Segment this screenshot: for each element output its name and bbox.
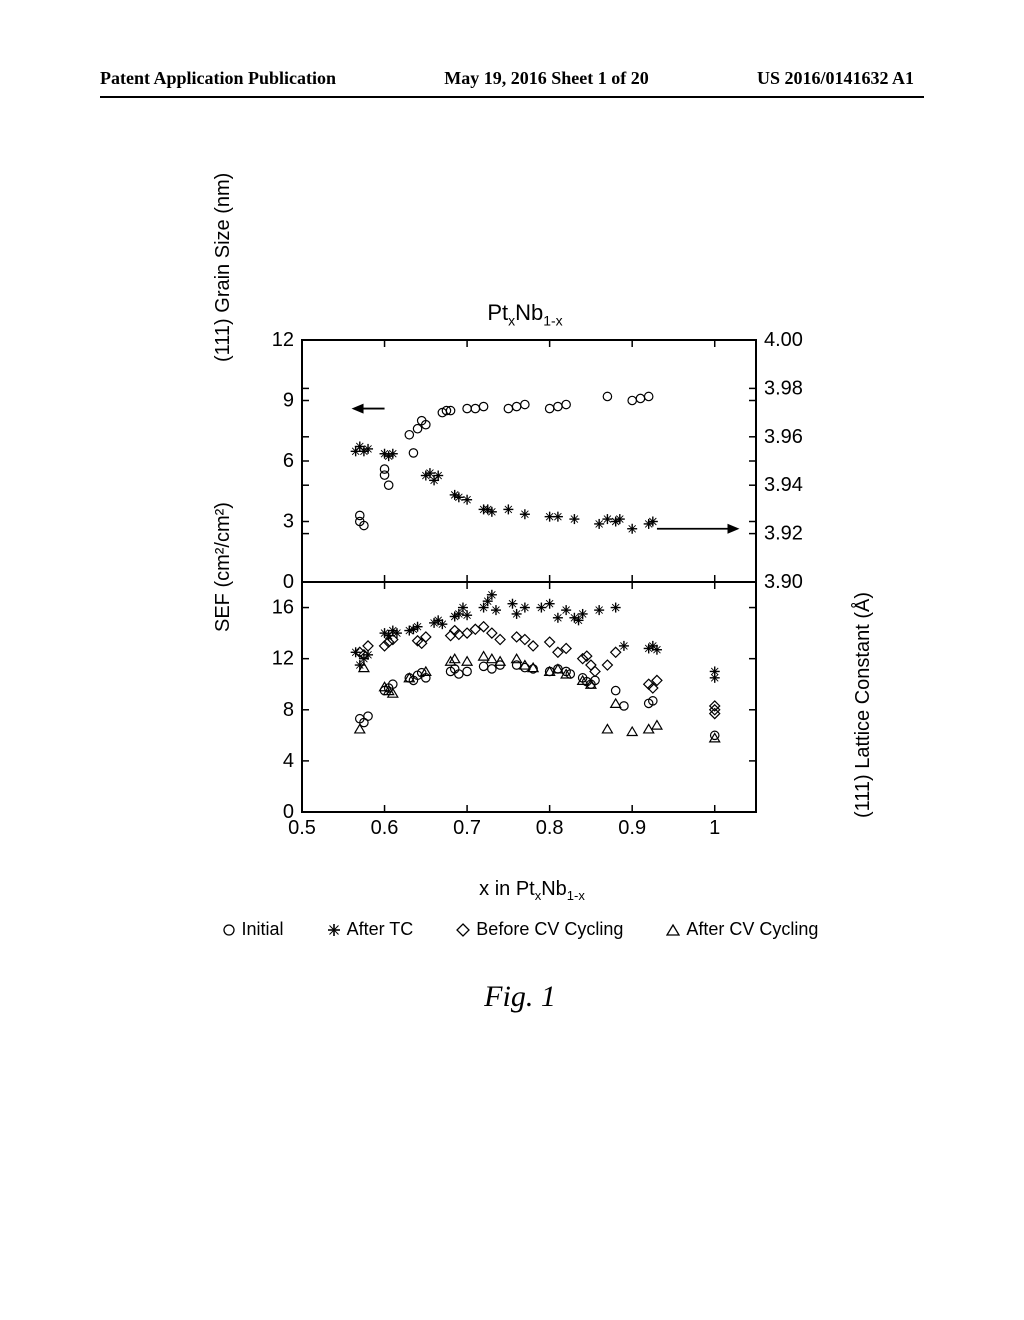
svg-text:9: 9 (283, 390, 294, 412)
diamond-icon (456, 923, 470, 937)
svg-text:4: 4 (283, 750, 294, 772)
chart-svg: 0369123.903.923.943.963.984.0004812160.5… (252, 332, 812, 872)
header-left: Patent Application Publication (100, 68, 336, 89)
svg-text:0.8: 0.8 (536, 817, 564, 839)
svg-text:3.90: 3.90 (764, 571, 803, 593)
ylabel-sef: SEF (cm²/cm²) (212, 502, 235, 632)
svg-text:16: 16 (272, 597, 294, 619)
circle-icon (222, 923, 236, 937)
svg-text:0.9: 0.9 (618, 817, 646, 839)
header-right: US 2016/0141632 A1 (757, 68, 914, 89)
triangle-icon (666, 923, 680, 937)
header-center: May 19, 2016 Sheet 1 of 20 (444, 68, 648, 89)
ylabel-lattice-constant: (111) Lattice Constant (Å) (852, 592, 875, 818)
chart-panels: (111) Grain Size (nm) (111) Lattice Cons… (252, 332, 812, 903)
svg-text:0: 0 (283, 571, 294, 593)
legend-initial: Initial (222, 919, 284, 940)
legend-after-cv: After CV Cycling (666, 919, 818, 940)
figure-caption: Fig. 1 (200, 980, 840, 1014)
title-pt: Pt (487, 300, 508, 325)
svg-text:12: 12 (272, 648, 294, 670)
legend-after-cv-label: After CV Cycling (686, 919, 818, 940)
xlabel-nb: Nb (541, 878, 567, 900)
svg-text:3.94: 3.94 (764, 475, 803, 497)
legend-before-cv: Before CV Cycling (456, 919, 623, 940)
svg-text:6: 6 (283, 450, 294, 472)
svg-text:3.96: 3.96 (764, 426, 803, 448)
svg-text:0.6: 0.6 (371, 817, 399, 839)
header-rule (100, 96, 924, 98)
xlabel-prefix: x in Pt (479, 878, 535, 900)
plus-icon (327, 923, 341, 937)
legend-after-tc: After TC (327, 919, 414, 940)
figure-1: PtxNb1-x (111) Grain Size (nm) (111) Lat… (200, 300, 850, 1014)
legend-initial-label: Initial (242, 919, 284, 940)
legend-after-tc-label: After TC (347, 919, 414, 940)
svg-text:4.00: 4.00 (764, 332, 803, 351)
svg-text:0.5: 0.5 (288, 817, 316, 839)
xlabel-sub-1mx: 1-x (567, 888, 585, 903)
svg-text:12: 12 (272, 332, 294, 351)
title-sub-1mx: 1-x (543, 312, 562, 328)
svg-text:3.92: 3.92 (764, 523, 803, 545)
legend: Initial After TC Before CV Cycling After… (200, 919, 840, 940)
svg-text:3.98: 3.98 (764, 378, 803, 400)
chart-title: PtxNb1-x (200, 300, 850, 328)
legend-before-cv-label: Before CV Cycling (476, 919, 623, 940)
svg-text:1: 1 (709, 817, 720, 839)
xlabel: x in PtxNb1-x (252, 878, 812, 903)
svg-text:3: 3 (283, 511, 294, 533)
svg-text:8: 8 (283, 699, 294, 721)
title-nb: Nb (515, 300, 543, 325)
patent-header: Patent Application Publication May 19, 2… (0, 68, 1024, 89)
ylabel-grain-size: (111) Grain Size (nm) (212, 173, 235, 362)
svg-text:0.7: 0.7 (453, 817, 481, 839)
